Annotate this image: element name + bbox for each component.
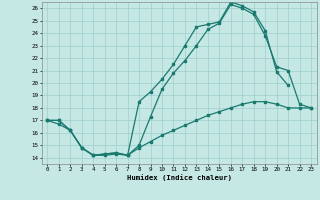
X-axis label: Humidex (Indice chaleur): Humidex (Indice chaleur): [127, 174, 232, 181]
